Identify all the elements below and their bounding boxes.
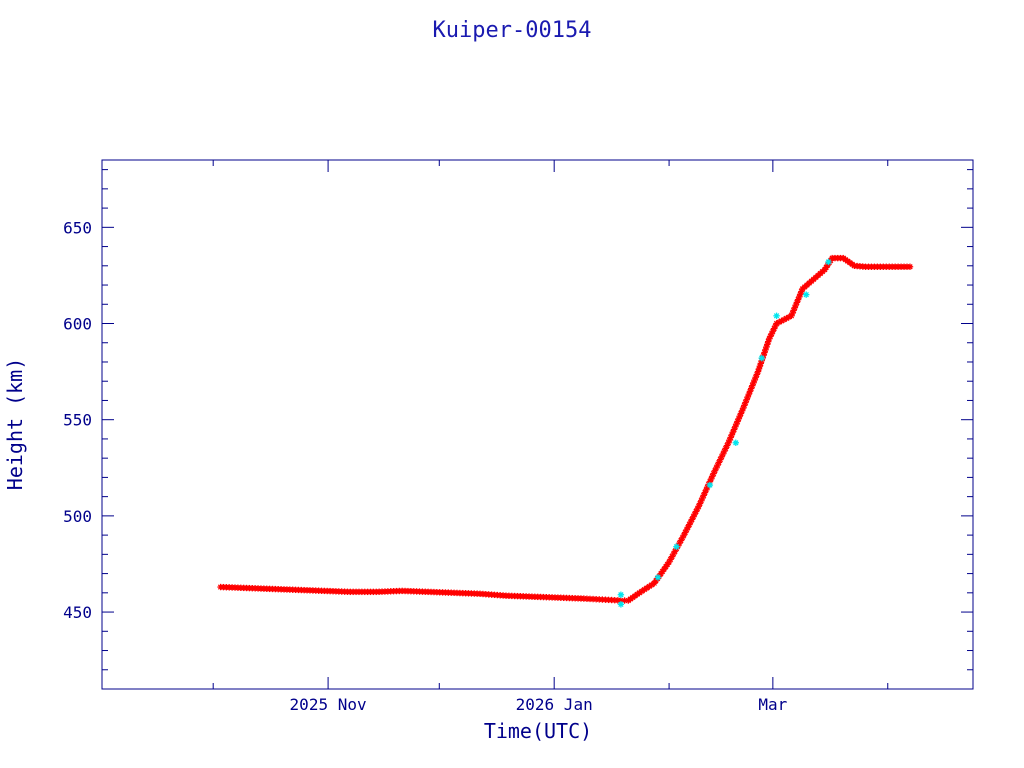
data-point	[773, 312, 780, 320]
data-point	[732, 439, 739, 446]
data-point	[906, 263, 914, 270]
tick-labels: 450 500 550 600 650 2025 Nov 2026 Jan Mar	[63, 218, 788, 714]
data-point	[690, 513, 697, 520]
y-tick-label: 500	[63, 507, 92, 526]
data-point	[725, 439, 732, 446]
data-point	[673, 543, 680, 550]
data-point	[691, 510, 698, 518]
data-point	[706, 481, 714, 489]
y-tick-label: 450	[63, 603, 92, 622]
data-point	[617, 591, 625, 598]
x-tick-label: 2025 Nov	[290, 695, 367, 714]
data-point	[758, 354, 765, 362]
x-axis-label: Time(UTC)	[484, 719, 592, 743]
data-point	[617, 601, 625, 608]
data-point	[654, 574, 662, 581]
y-tick-label: 550	[63, 411, 92, 430]
y-tick-label: 650	[63, 218, 92, 237]
data-point	[713, 464, 720, 472]
data-point	[711, 467, 719, 474]
chart-title: Kuiper-00154	[433, 18, 592, 43]
y-tick-label: 600	[63, 315, 92, 334]
y-axis-label: Height (km)	[3, 358, 27, 490]
data-point	[825, 258, 832, 266]
x-tick-label: 2026 Jan	[516, 695, 593, 714]
data-point	[733, 420, 740, 428]
data-points	[217, 254, 914, 608]
plot-frame	[101, 159, 974, 690]
data-point	[803, 291, 810, 298]
data-point	[686, 521, 693, 528]
axis-ticks	[102, 160, 973, 689]
x-tick-label: Mar	[758, 695, 787, 714]
data-point	[768, 330, 775, 337]
